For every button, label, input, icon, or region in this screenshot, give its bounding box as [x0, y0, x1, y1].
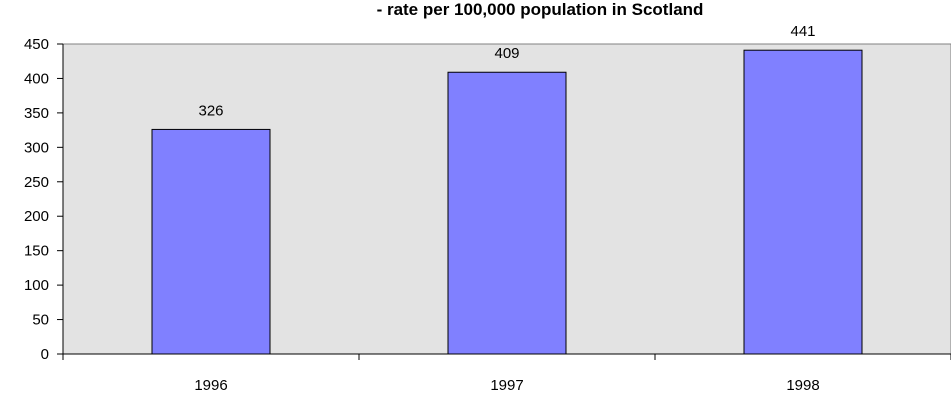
- x-tick-label: 1997: [490, 377, 523, 394]
- chart-title: - rate per 100,000 population in Scotlan…: [377, 0, 704, 19]
- x-tick-label: 1996: [194, 377, 227, 394]
- bar-1996: [151, 128, 271, 355]
- y-tick-label: 100: [24, 277, 49, 294]
- bars: [151, 49, 863, 355]
- y-axis: 0 50 100 150 200 250 300 350 400 450: [24, 36, 64, 363]
- x-axis: 1996 1997 1998: [62, 353, 951, 394]
- data-label-1998: 441: [790, 23, 815, 40]
- x-tick-label: 1998: [786, 377, 819, 394]
- y-tick-label: 250: [24, 174, 49, 191]
- data-label-1996: 326: [198, 102, 223, 119]
- data-labels: 326 409 441: [198, 23, 815, 119]
- y-tick-label: 350: [24, 105, 49, 122]
- y-tick-label: 50: [32, 312, 49, 329]
- data-label-1997: 409: [494, 45, 519, 62]
- y-tick-label: 300: [24, 139, 49, 156]
- y-tick-label: 0: [41, 346, 49, 363]
- y-tick-label: 450: [24, 36, 49, 53]
- bar-1997: [447, 71, 567, 355]
- bar-1998: [743, 49, 863, 355]
- y-tick-label: 200: [24, 208, 49, 225]
- y-tick-label: 400: [24, 70, 49, 87]
- y-tick-label: 150: [24, 243, 49, 260]
